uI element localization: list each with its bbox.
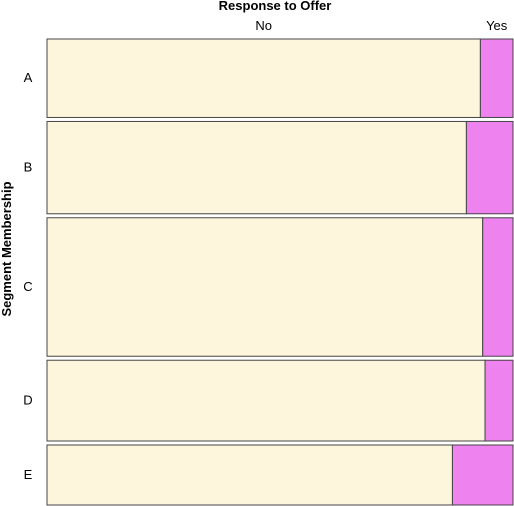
row-label-d: D: [23, 393, 32, 408]
tile-a-yes: [479, 38, 514, 118]
row-labels: A B C D E: [23, 70, 32, 482]
row-label-c: C: [23, 279, 32, 294]
row-label-a: A: [24, 70, 33, 85]
row-label-e: E: [24, 467, 33, 482]
tile-d-yes: [484, 359, 514, 442]
column-label-yes: Yes: [486, 18, 508, 33]
tile-d-no: [46, 359, 486, 442]
tile-c-yes: [482, 217, 514, 357]
tile-e-yes: [451, 444, 514, 506]
tile-b-yes: [465, 120, 514, 215]
tile-b-no: [46, 120, 467, 215]
tile-a-no: [46, 38, 481, 118]
chart-title: Response to Offer: [219, 0, 332, 13]
row-label-b: B: [24, 160, 33, 175]
tile-e-no: [46, 444, 453, 506]
column-label-no: No: [255, 18, 272, 33]
mosaic-tiles: [46, 38, 514, 506]
column-labels: No Yes: [255, 18, 507, 33]
tile-c-no: [46, 217, 484, 357]
y-axis-label: Segment Membership: [0, 181, 14, 316]
